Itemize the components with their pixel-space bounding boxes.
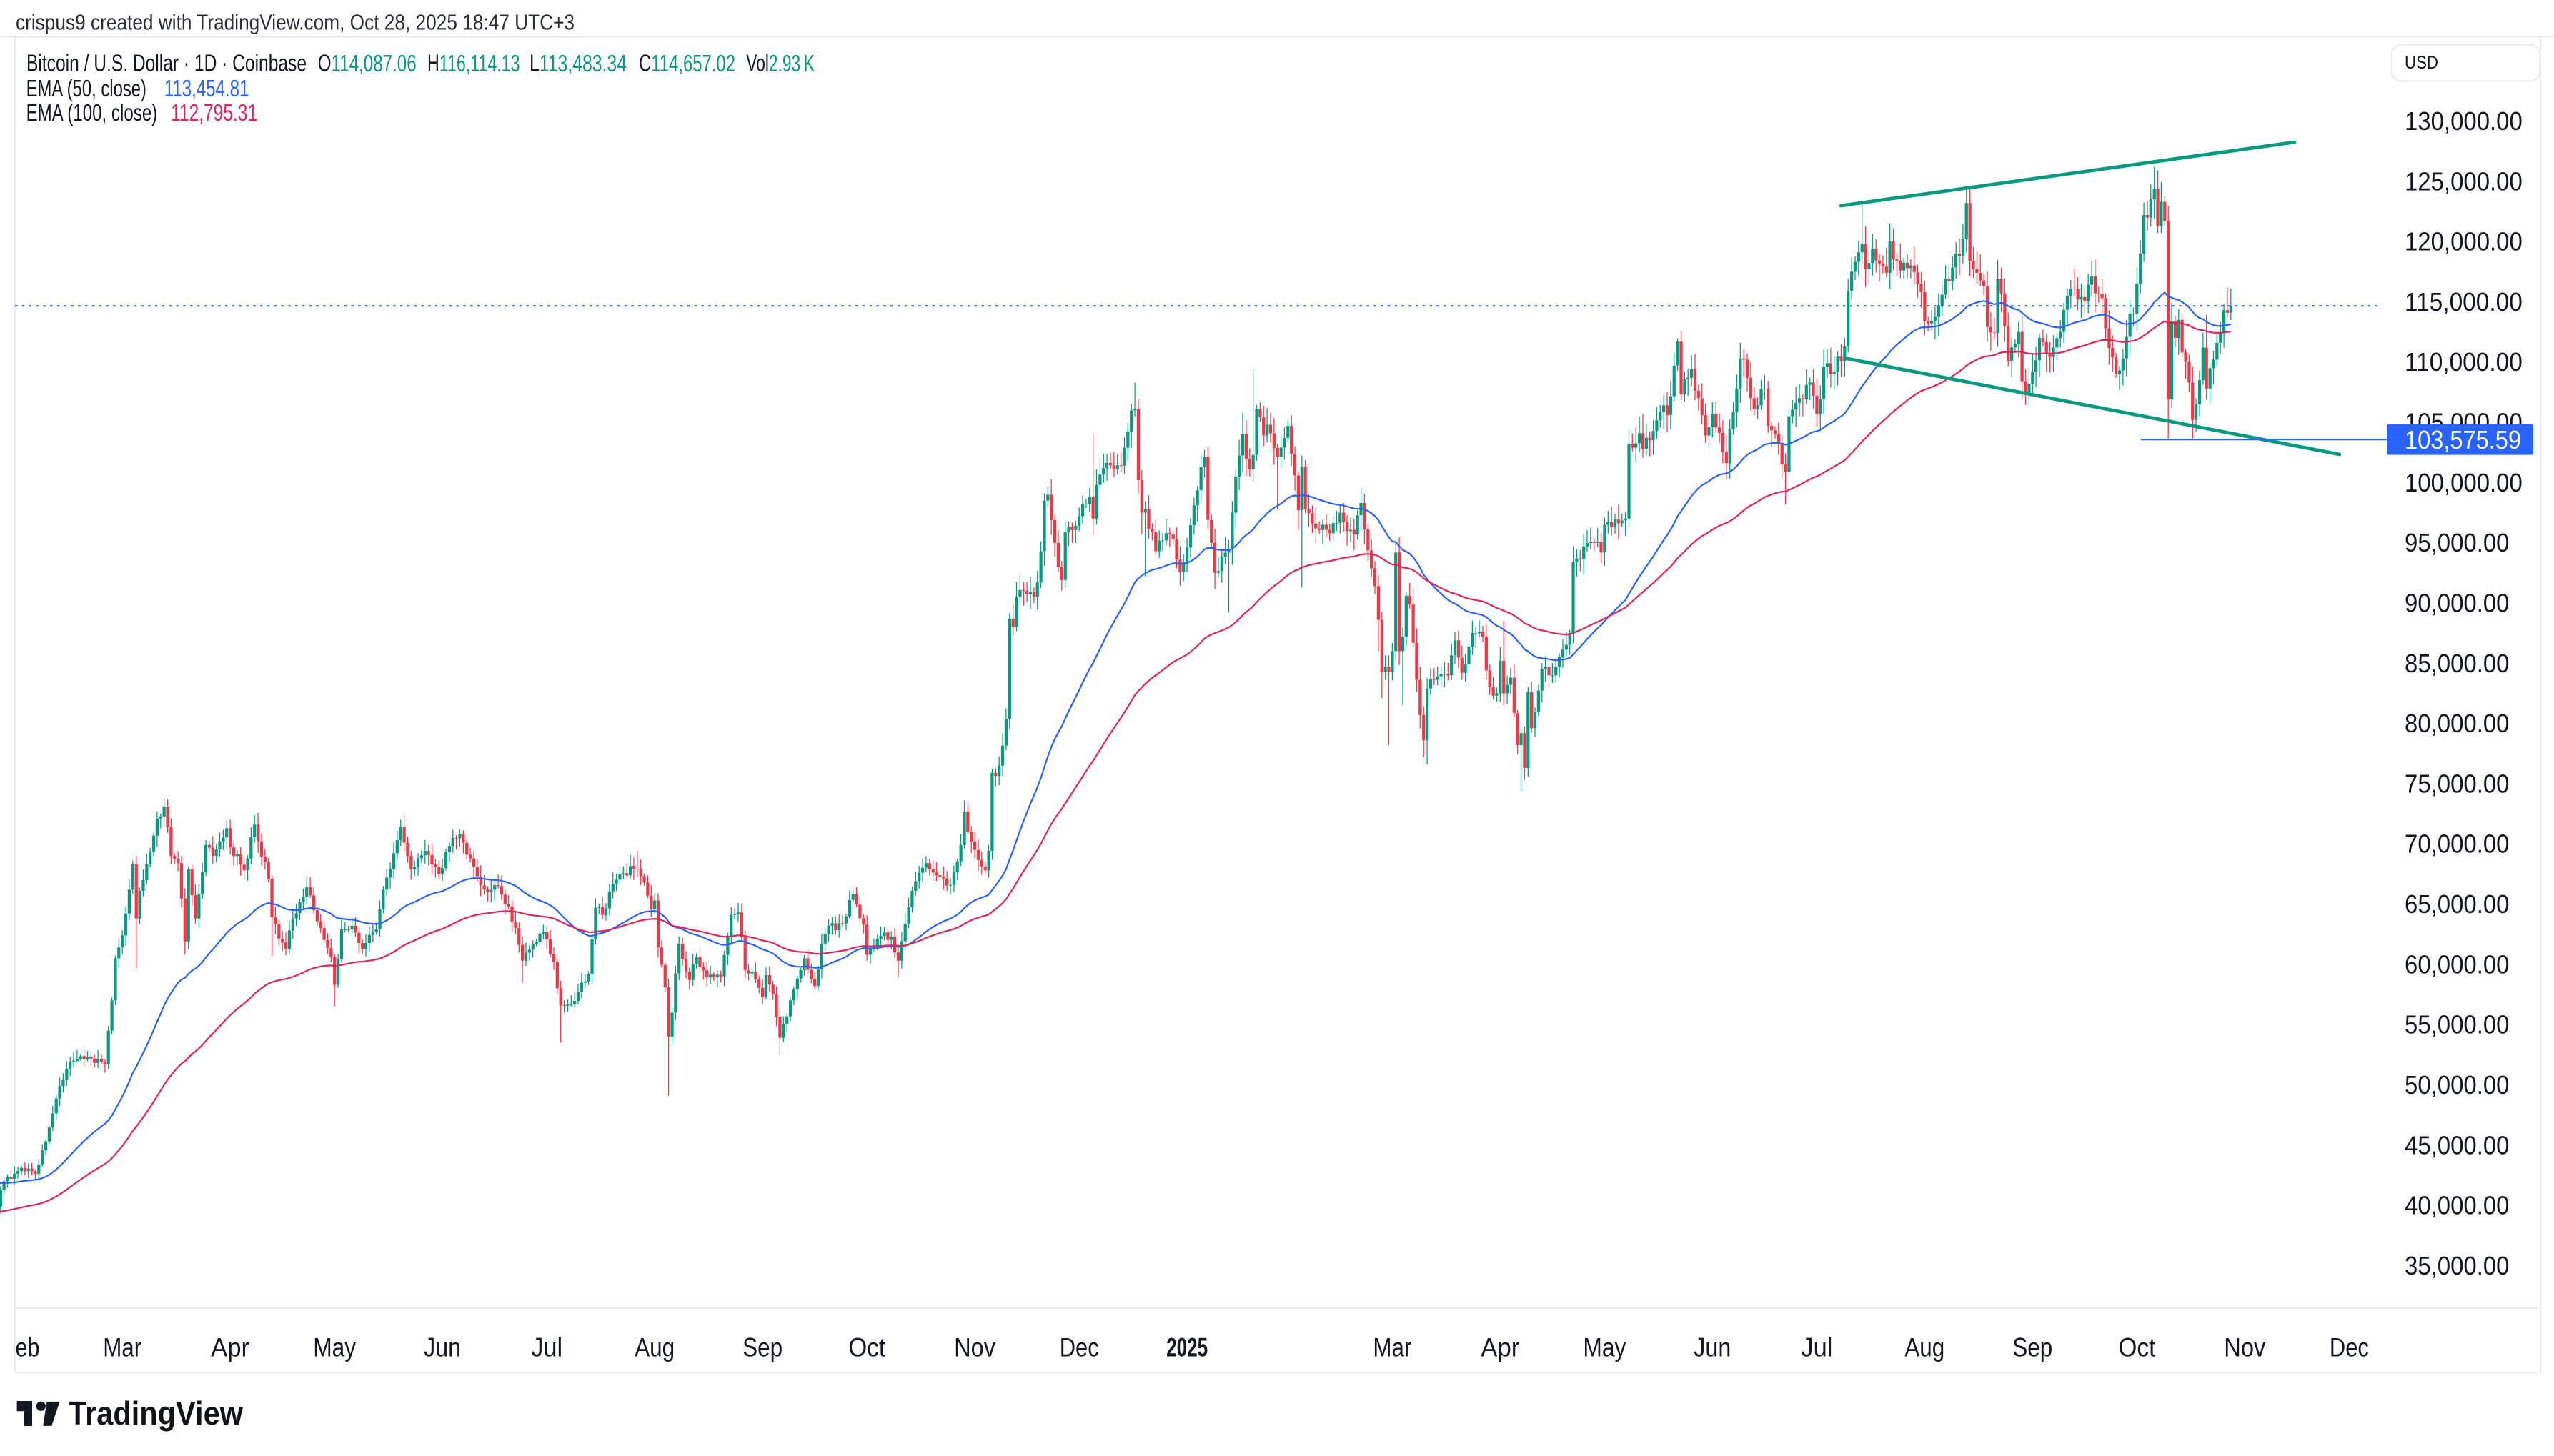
- svg-text:O114,087.06: O114,087.06: [318, 50, 417, 76]
- svg-text:Apr: Apr: [1481, 1333, 1519, 1362]
- svg-text:130,000.00: 130,000.00: [2405, 106, 2523, 136]
- svg-text:2025: 2025: [1166, 1333, 1208, 1362]
- svg-text:125,000.00: 125,000.00: [2405, 166, 2523, 196]
- svg-text:Aug: Aug: [635, 1333, 675, 1362]
- svg-text:Nov: Nov: [2224, 1333, 2265, 1362]
- svg-text:90,000.00: 90,000.00: [2405, 589, 2510, 618]
- svg-text:55,000.00: 55,000.00: [2405, 1010, 2510, 1039]
- svg-text:Aug: Aug: [1904, 1333, 1944, 1362]
- svg-text:TradingView: TradingView: [69, 1395, 243, 1432]
- svg-text:80,000.00: 80,000.00: [2405, 709, 2510, 738]
- svg-text:May: May: [1583, 1333, 1626, 1362]
- svg-text:Nov: Nov: [954, 1333, 995, 1362]
- svg-text:70,000.00: 70,000.00: [2405, 829, 2510, 859]
- svg-text:Apr: Apr: [211, 1333, 249, 1362]
- svg-text:35,000.00: 35,000.00: [2405, 1251, 2510, 1280]
- svg-text:115,000.00: 115,000.00: [2405, 287, 2523, 316]
- svg-text:Oct: Oct: [848, 1333, 886, 1362]
- svg-text:May: May: [313, 1333, 356, 1362]
- svg-text:EMA (100, close): EMA (100, close): [26, 99, 158, 126]
- svg-text:Sep: Sep: [2012, 1333, 2052, 1362]
- svg-text:eb: eb: [16, 1333, 40, 1362]
- svg-text:75,000.00: 75,000.00: [2405, 769, 2510, 798]
- svg-text:C114,657.02: C114,657.02: [639, 50, 735, 76]
- svg-text:Sep: Sep: [742, 1333, 782, 1362]
- svg-text:110,000.00: 110,000.00: [2405, 347, 2523, 377]
- svg-text:113,454.81: 113,454.81: [164, 75, 249, 101]
- svg-text:60,000.00: 60,000.00: [2405, 949, 2510, 979]
- svg-text:65,000.00: 65,000.00: [2405, 889, 2510, 919]
- svg-text:L113,483.34: L113,483.34: [530, 50, 627, 76]
- svg-text:crispus9 created with TradingV: crispus9 created with TradingView.com, O…: [16, 10, 575, 35]
- svg-text:Dec: Dec: [1060, 1333, 1099, 1362]
- svg-text:103,575.59: 103,575.59: [2405, 425, 2521, 454]
- svg-text:Vol2.93 K: Vol2.93 K: [746, 50, 815, 76]
- svg-text:H116,114.13: H116,114.13: [427, 50, 520, 76]
- svg-text:95,000.00: 95,000.00: [2405, 528, 2510, 557]
- svg-text:Oct: Oct: [2118, 1333, 2156, 1362]
- svg-text:Jul: Jul: [531, 1333, 562, 1362]
- svg-text:USD: USD: [2405, 53, 2438, 73]
- svg-text:Jul: Jul: [1801, 1333, 1832, 1362]
- svg-text:40,000.00: 40,000.00: [2405, 1191, 2510, 1220]
- svg-text:Mar: Mar: [103, 1333, 141, 1362]
- svg-text:Dec: Dec: [2330, 1333, 2369, 1362]
- svg-text:Bitcoin / U.S. Dollar · 1D · C: Bitcoin / U.S. Dollar · 1D · Coinbase: [26, 50, 307, 76]
- svg-text:Mar: Mar: [1373, 1333, 1411, 1362]
- svg-text:85,000.00: 85,000.00: [2405, 649, 2510, 678]
- svg-text:Jun: Jun: [424, 1333, 461, 1362]
- svg-text:120,000.00: 120,000.00: [2405, 227, 2523, 256]
- svg-text:112,795.31: 112,795.31: [171, 99, 257, 126]
- svg-text:50,000.00: 50,000.00: [2405, 1070, 2510, 1100]
- svg-text:45,000.00: 45,000.00: [2405, 1130, 2510, 1160]
- svg-text:100,000.00: 100,000.00: [2405, 468, 2523, 497]
- svg-text:Jun: Jun: [1694, 1333, 1731, 1362]
- svg-text:EMA (50, close): EMA (50, close): [26, 75, 146, 101]
